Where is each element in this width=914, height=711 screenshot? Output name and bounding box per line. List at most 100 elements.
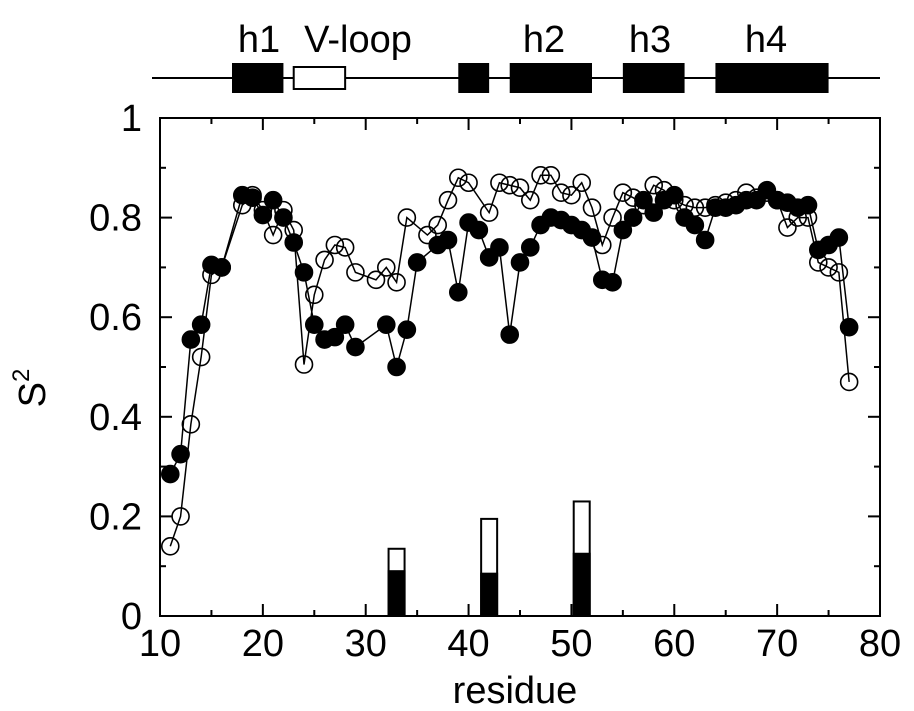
open-point xyxy=(603,208,622,227)
open-point xyxy=(274,200,293,220)
x-tick-label: 40 xyxy=(447,623,489,665)
open-point xyxy=(644,175,664,195)
open-point xyxy=(490,173,509,193)
x-tick-label: 30 xyxy=(345,623,387,665)
open-point xyxy=(366,270,386,290)
filled-point xyxy=(500,325,520,344)
filled-point xyxy=(335,315,355,334)
bar-filled xyxy=(387,570,406,617)
open-point xyxy=(346,263,365,282)
open-point xyxy=(819,258,838,277)
filled-point xyxy=(839,317,859,337)
open-point xyxy=(798,208,818,227)
filled-point xyxy=(623,208,643,227)
open-point xyxy=(592,235,612,255)
x-axis-title: residue xyxy=(453,670,578,711)
secondary-structure-track: h1 V-loop h2 h3 h4 xyxy=(152,19,880,93)
y-axis-title: S2 xyxy=(8,369,54,408)
x-tick-label: 60 xyxy=(653,623,695,665)
open-point xyxy=(808,253,828,272)
open-point xyxy=(706,195,725,215)
label-h4: h4 xyxy=(745,19,787,61)
open-point xyxy=(376,258,396,277)
filled-point xyxy=(829,228,849,247)
open-point xyxy=(654,180,674,200)
x-tick-label: 70 xyxy=(756,623,798,665)
open-point xyxy=(664,190,684,210)
open-point xyxy=(500,175,520,195)
x-tick-label: 10 xyxy=(139,623,181,665)
open-point xyxy=(325,235,345,255)
y-tick-label: 0 xyxy=(121,596,142,638)
open-point xyxy=(294,355,314,374)
x-tick-label: 80 xyxy=(859,623,901,665)
open-point xyxy=(634,195,653,215)
x-tick-label: 50 xyxy=(550,623,592,665)
bar-filled xyxy=(572,552,591,617)
open-point xyxy=(716,193,736,212)
open-point xyxy=(736,183,756,202)
filled-point xyxy=(644,203,664,222)
filled-point xyxy=(695,230,715,250)
filled-point xyxy=(469,220,489,240)
filled-point xyxy=(520,238,540,257)
open-point xyxy=(263,225,283,245)
open-point xyxy=(438,190,458,210)
open-point xyxy=(202,265,221,285)
open-point xyxy=(767,190,787,210)
open-point xyxy=(685,198,705,217)
open-point xyxy=(387,273,406,292)
open-point xyxy=(551,183,571,202)
open-point xyxy=(839,372,859,392)
x-tick-label: 20 xyxy=(242,623,284,665)
label-h3: h3 xyxy=(629,19,671,61)
y-tick-label: 1 xyxy=(121,98,142,140)
open-point xyxy=(448,168,468,188)
y-axis-title-base: S xyxy=(12,382,54,407)
open-point xyxy=(757,183,777,202)
filled-point xyxy=(171,444,190,464)
filled-point xyxy=(685,215,705,235)
filled-point xyxy=(613,220,633,240)
filled-point xyxy=(407,253,427,272)
helix-block xyxy=(458,63,490,93)
open-point xyxy=(510,178,530,198)
open-point xyxy=(788,208,808,227)
filled-point xyxy=(490,238,509,257)
open-point xyxy=(181,414,201,434)
filled-point xyxy=(510,253,530,272)
open-point xyxy=(212,258,232,277)
label-h1: h1 xyxy=(238,19,280,61)
open-point xyxy=(171,507,190,526)
open-point xyxy=(479,203,499,222)
filled-point xyxy=(274,208,293,227)
filled-point xyxy=(191,315,211,334)
helix-block xyxy=(232,63,284,93)
filled-point xyxy=(448,282,468,302)
bar-filled xyxy=(480,572,499,617)
y-tick-label: 0.6 xyxy=(89,297,142,339)
open-point xyxy=(582,198,602,217)
filled-point xyxy=(582,228,602,247)
svg-text:S2: S2 xyxy=(8,369,54,408)
y-axis-title-superscript: 2 xyxy=(8,369,35,382)
open-point xyxy=(541,165,561,185)
open-point xyxy=(397,208,417,227)
filled-point xyxy=(294,263,314,282)
y-tick-label: 0.2 xyxy=(89,496,142,538)
open-point xyxy=(829,263,849,282)
y-tick-label: 0.4 xyxy=(89,397,142,439)
open-point xyxy=(613,183,633,202)
filled-point xyxy=(181,330,201,349)
open-point xyxy=(284,220,304,240)
open-point xyxy=(304,285,324,305)
open-point xyxy=(253,200,273,220)
filled-point xyxy=(160,464,180,484)
open-point xyxy=(160,536,180,556)
filled-point xyxy=(325,327,345,347)
filled-point xyxy=(603,273,622,292)
open-point xyxy=(531,165,550,185)
filled-point xyxy=(304,315,324,334)
open-point xyxy=(459,173,478,193)
